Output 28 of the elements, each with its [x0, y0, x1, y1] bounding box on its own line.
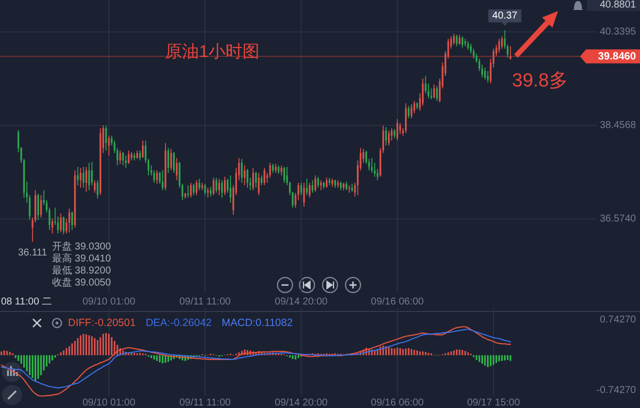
x-tick-label: 09/16 06:00 [370, 296, 424, 308]
annotation: 最高 39.0410 [52, 252, 112, 264]
text: 原油1小时图 [165, 42, 260, 61]
x-tick-label: 09/10 01:00 [82, 296, 136, 308]
annotation: MACD:0.11082 [222, 317, 293, 329]
annotation: 36.111 [18, 247, 48, 258]
annotation: 收盘 39.0050 [52, 276, 112, 288]
annotation: 开盘 39.0300 [52, 240, 112, 252]
y-tick-label: -0.74270 [596, 384, 636, 396]
series-label: DIFF:-0.20501 [68, 317, 136, 329]
ref-line-label: 39.8460 [598, 50, 636, 62]
annotation: 39.8多 [512, 70, 568, 92]
y-tick-label: 40.8801 [600, 0, 636, 10]
text: DEA:-0.26042 [146, 317, 212, 329]
y-tick-label: 40.3395 [600, 26, 636, 38]
x-tick-label: 09/11 11:00 [179, 398, 232, 408]
text: 08 11:00 二 [1, 296, 52, 308]
x-tick-label: 09/11 11:00 [179, 296, 232, 308]
annotation: 40.37 [492, 10, 518, 22]
x-tick-label: 09/10 01:00 [82, 398, 136, 408]
y-tick-label: 0.74270 [600, 314, 636, 326]
annotation: 最低 38.9200 [52, 266, 112, 276]
y-tick-label: 38.4568 [600, 120, 636, 131]
x-tick-label: 09/14 20:00 [274, 398, 328, 408]
y-tick-label: 36.5740 [600, 213, 636, 224]
x-tick-label: 09/16 06:00 [370, 398, 424, 408]
x-tick-label: 09/17 15:00 [467, 398, 520, 408]
x-tick-label: 09/14 20:00 [274, 296, 328, 308]
